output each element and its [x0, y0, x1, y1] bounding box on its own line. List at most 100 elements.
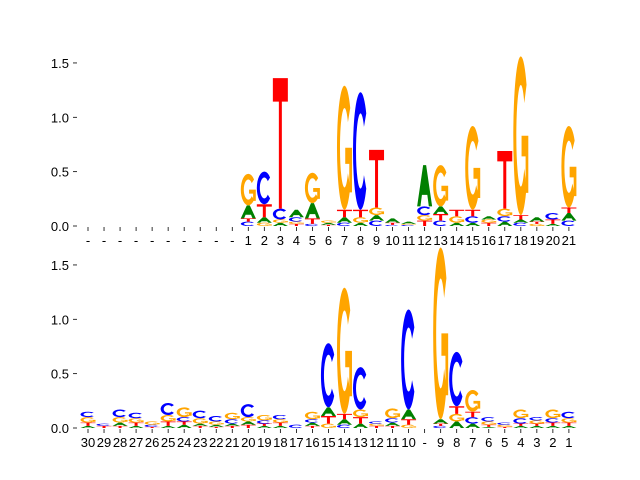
logo-letter-shape	[80, 425, 96, 428]
logo-letter-G	[336, 287, 352, 414]
logo-letter-shape	[473, 167, 481, 198]
logo-letter-C	[272, 414, 287, 420]
logo-letter-shape	[120, 419, 128, 422]
logo-letter-T	[513, 215, 529, 220]
logo-letter-shape	[497, 150, 513, 209]
logo-letter-G	[176, 407, 192, 418]
logo-letter-A	[465, 423, 481, 428]
logo-letter-shape	[256, 217, 272, 223]
logo-letter-A	[353, 222, 369, 226]
logo-letter-G	[561, 418, 577, 423]
x-tick-label: 13	[433, 233, 447, 248]
logo-letter-T	[288, 223, 304, 226]
logo-letter-T	[545, 219, 561, 224]
logo-letter-T	[561, 207, 577, 213]
x-tick-label: 19	[257, 435, 271, 450]
logo-letter-shape	[320, 416, 336, 424]
logo-letter-shape	[272, 419, 287, 423]
logo-letter-shape	[288, 217, 303, 222]
x-tick-label: -	[166, 233, 170, 248]
x-tick-label: 7	[341, 233, 348, 248]
logo-letter-shape	[160, 402, 174, 415]
logo-letter-shape	[449, 421, 465, 428]
logo-letter-shape	[401, 419, 417, 425]
x-tick-label: 21	[225, 435, 239, 450]
logo-letter-shape	[88, 419, 96, 422]
y-tick-label: 0.5	[51, 367, 69, 382]
x-tick-label: 24	[177, 435, 191, 450]
logo-letter-shape	[208, 426, 224, 428]
logo-letter-shape	[272, 425, 288, 428]
x-tick-label: 20	[546, 233, 560, 248]
x-tick-label: 17	[498, 233, 512, 248]
logo-letter-shape	[569, 166, 577, 197]
logo-letter-shape	[96, 423, 110, 426]
logo-letter-shape	[561, 125, 575, 208]
logo-letter-shape	[561, 220, 575, 226]
logo-letter-shape	[481, 424, 497, 427]
x-tick-label: 3	[277, 233, 284, 248]
logo-letter-C	[320, 343, 335, 408]
logo-letter-C	[208, 416, 222, 422]
logo-letter-C	[433, 220, 447, 226]
logo-letter-T	[224, 425, 240, 428]
logo-letter-G	[385, 408, 401, 419]
logo-letter-A	[304, 422, 320, 426]
logo-letter-A	[128, 425, 144, 428]
y-tick-label: 0.5	[51, 165, 69, 180]
logo-letter-shape	[192, 423, 208, 426]
logo-letter-shape	[513, 409, 527, 419]
logo-letter-C	[112, 409, 126, 418]
x-tick-label: -	[86, 233, 90, 248]
x-tick-label: 9	[373, 233, 380, 248]
logo-letter-T	[96, 425, 112, 428]
logo-letter-shape	[401, 424, 415, 428]
logo-letter-shape	[489, 221, 497, 223]
logo-letter-shape	[513, 423, 529, 426]
logo-letter-T	[272, 422, 288, 426]
logo-letter-C	[513, 418, 527, 424]
x-tick-label: 11	[386, 435, 400, 450]
logo-letter-A	[176, 424, 192, 428]
logo-letter-shape	[320, 224, 336, 226]
logo-letter-shape	[256, 425, 272, 428]
logo-letter-T	[336, 413, 352, 420]
logo-letter-shape	[561, 212, 577, 221]
logo-letter-shape	[288, 223, 304, 226]
logo-letter-A	[545, 425, 561, 428]
x-tick-label: -	[150, 233, 154, 248]
logo-letter-shape	[288, 424, 303, 428]
logo-letter-shape	[192, 410, 206, 419]
logo-letter-A	[513, 425, 529, 428]
logo-letter-T	[320, 416, 336, 424]
logo-letter-shape	[401, 409, 417, 420]
logo-letter-shape	[513, 56, 527, 216]
logo-letter-shape	[513, 222, 527, 226]
logo-letter-T	[497, 426, 513, 428]
logo-letter-shape	[369, 207, 383, 216]
logo-letter-shape	[537, 224, 545, 226]
logo-letter-C	[240, 221, 255, 226]
logo-letter-C	[288, 217, 303, 222]
logo-letter-A	[320, 222, 336, 225]
logo-panel-top: 0.00.51.01.5- - - - - - - - - -1 2 3 4 5 6 7 8 9 10 11 12 13 1…	[51, 56, 577, 248]
logo-letter-shape	[144, 424, 158, 427]
logo-letter-C	[497, 216, 511, 222]
logo-letter-G	[320, 220, 336, 223]
logo-letter-A	[80, 425, 96, 428]
logo-letter-shape	[481, 426, 497, 428]
logo-letter-shape	[505, 425, 513, 427]
logo-letter-shape	[425, 217, 433, 220]
logo-letter-shape	[353, 409, 367, 418]
logo-letter-shape	[128, 422, 144, 426]
logo-letter-G	[497, 208, 513, 217]
logo-letter-shape	[240, 404, 255, 418]
logo-letter-shape	[224, 419, 239, 424]
logo-letter-shape	[401, 309, 415, 410]
logo-letter-shape	[529, 425, 545, 428]
logo-letter-shape	[112, 417, 126, 423]
logo-letter-G	[353, 409, 369, 418]
logo-letter-shape	[313, 415, 320, 419]
logo-letter-T	[320, 224, 336, 226]
logo-letter-C	[176, 417, 190, 422]
